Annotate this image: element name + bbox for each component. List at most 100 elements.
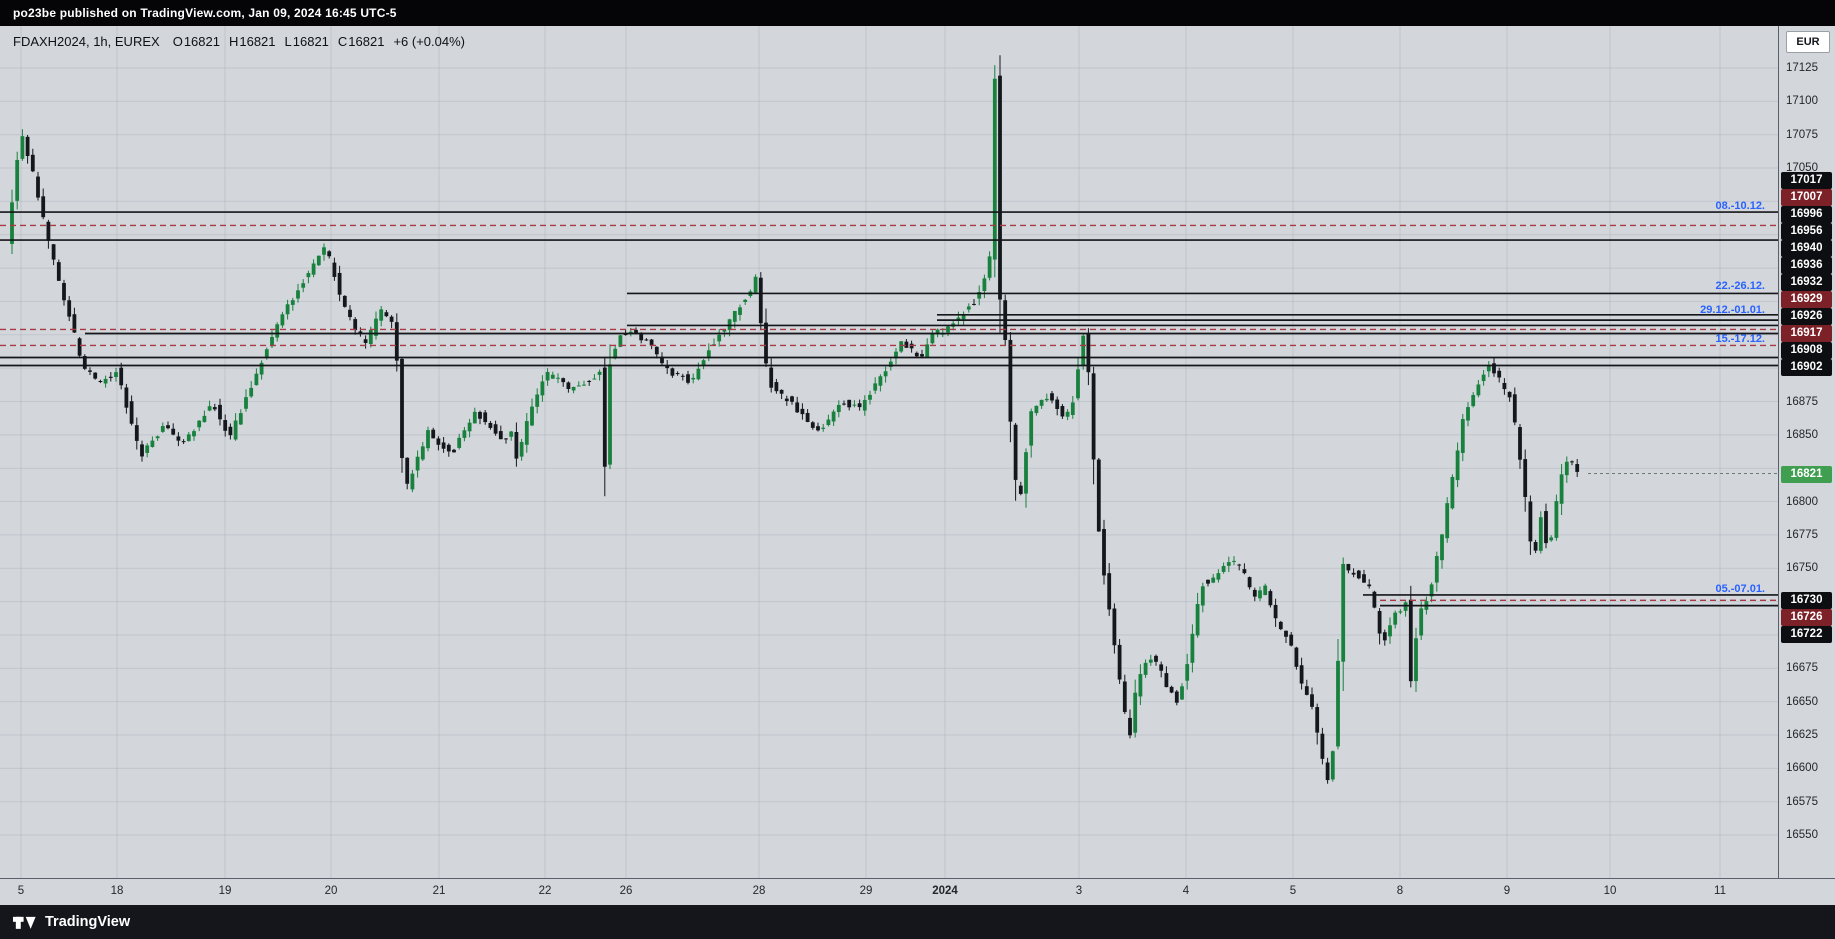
candle[interactable] [982,274,987,299]
candle[interactable] [1528,495,1533,555]
candle[interactable] [1330,750,1335,782]
candle[interactable] [1138,664,1143,706]
candle[interactable] [1523,449,1528,512]
candle[interactable] [1190,624,1195,673]
candle[interactable] [582,380,586,386]
candle[interactable] [862,395,867,416]
price-badge-zone[interactable]: 16726 [1781,609,1832,626]
candle[interactable] [998,55,1002,333]
candle[interactable] [670,367,675,378]
candle[interactable] [25,134,30,164]
candle[interactable] [816,422,820,432]
candle[interactable] [150,436,155,448]
candle[interactable] [493,420,498,436]
candle[interactable] [504,438,508,444]
candle[interactable] [238,409,243,425]
candle[interactable] [1518,424,1522,469]
candle[interactable] [852,400,857,408]
candle[interactable] [883,366,888,383]
candle[interactable] [30,148,35,173]
price-badge-level[interactable]: 16908 [1781,342,1832,359]
candle[interactable] [119,362,124,390]
candle[interactable] [431,427,436,439]
candle[interactable] [202,410,207,423]
candle[interactable] [467,418,472,438]
zone-date-label[interactable]: 08.-10.12. [1715,200,1765,212]
candle[interactable] [114,367,118,382]
candle[interactable] [1408,585,1413,688]
candle[interactable] [389,315,394,329]
candle[interactable] [342,295,347,308]
candle[interactable] [1050,391,1054,404]
candle[interactable] [1169,685,1174,694]
candle[interactable] [800,403,805,420]
candle[interactable] [218,398,222,426]
candle[interactable] [597,369,602,381]
candle[interactable] [1393,610,1398,629]
candle[interactable] [134,417,139,450]
candle[interactable] [1013,422,1018,501]
candle[interactable] [753,274,758,294]
candle[interactable] [1362,569,1366,583]
candle[interactable] [930,330,935,345]
candle[interactable] [831,409,836,426]
candles-layer[interactable] [10,55,1580,784]
candle[interactable] [1388,617,1392,644]
price-badge-level[interactable]: 16932 [1781,274,1832,291]
candle[interactable] [1377,608,1382,645]
candle[interactable] [192,429,196,441]
candle[interactable] [1060,404,1065,420]
candle[interactable] [1445,497,1450,543]
candle[interactable] [1065,409,1070,421]
candle[interactable] [400,357,404,473]
candle[interactable] [337,265,342,302]
candle[interactable] [1252,587,1257,602]
candle[interactable] [446,443,451,457]
candle[interactable] [405,457,410,490]
candle[interactable] [925,338,930,358]
candle[interactable] [1549,535,1554,542]
candle[interactable] [88,367,92,375]
candle[interactable] [608,344,612,470]
candle[interactable] [348,305,352,321]
candle[interactable] [483,409,488,425]
candle[interactable] [233,413,238,441]
candle[interactable] [894,348,898,365]
candle[interactable] [1434,551,1439,592]
candle[interactable] [1481,369,1486,386]
candle[interactable] [1211,573,1216,584]
candle[interactable] [592,374,597,380]
candle[interactable] [1273,598,1278,627]
candle[interactable] [956,311,961,326]
candle[interactable] [207,400,212,412]
candle[interactable] [379,306,384,327]
candle[interactable] [15,151,20,210]
price-badge-level[interactable]: 16996 [1781,206,1832,223]
candle[interactable] [1096,457,1101,532]
candle[interactable] [576,381,581,387]
candle[interactable] [691,373,696,384]
candle[interactable] [1112,603,1117,654]
price-badge-level[interactable]: 17017 [1781,172,1832,189]
candle[interactable] [1195,592,1200,638]
candle[interactable] [826,414,831,427]
candle[interactable] [987,251,992,281]
candle[interactable] [758,272,763,331]
candle[interactable] [212,403,217,412]
price-badge-zone[interactable]: 16917 [1781,325,1832,342]
candle[interactable] [108,371,113,382]
candle[interactable] [790,395,794,405]
candle[interactable] [1232,556,1236,566]
price-badge-level[interactable]: 16902 [1781,359,1832,376]
candle[interactable] [1304,679,1309,696]
candle[interactable] [1143,659,1148,678]
candle[interactable] [145,443,150,458]
candle[interactable] [888,358,893,371]
candle[interactable] [1346,563,1351,574]
price-badge-zone[interactable]: 16929 [1781,291,1832,308]
candle[interactable] [779,389,784,400]
candle[interactable] [62,279,66,306]
candle[interactable] [701,358,706,370]
candle[interactable] [129,395,134,426]
candle[interactable] [992,65,997,278]
